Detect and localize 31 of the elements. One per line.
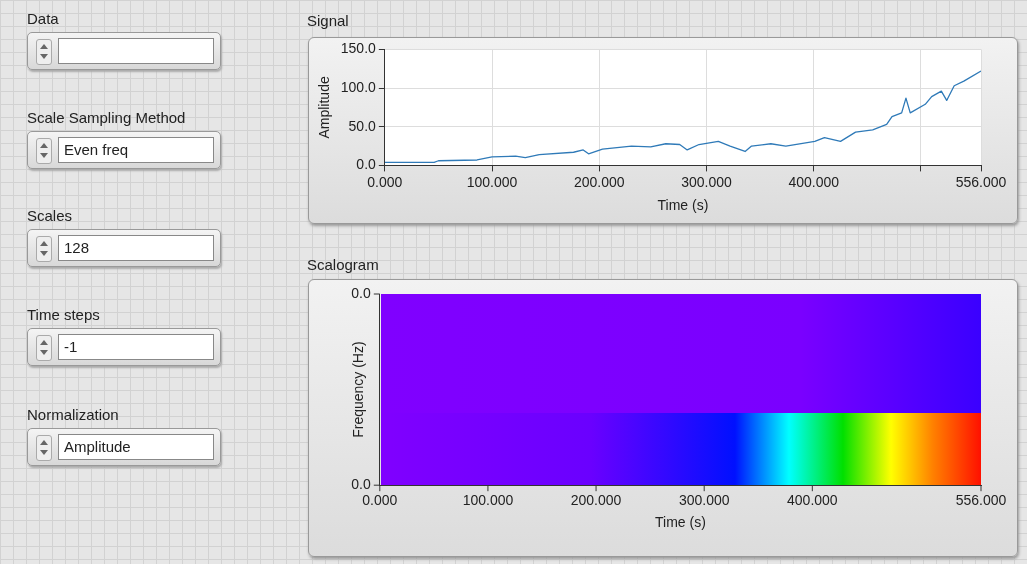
category-label: Normalization: [27, 406, 119, 423]
text: 300.000: [678, 492, 730, 509]
category-label: Scales: [27, 207, 73, 224]
y-axis-title: Amplitude: [316, 76, 333, 139]
x-tick-label: 556.000: [955, 173, 1007, 190]
text: Even freq: [64, 141, 129, 158]
x-tick-label: 200.000: [573, 173, 625, 190]
category-label: Data: [27, 10, 59, 27]
category-label: Scale Sampling Method: [27, 109, 186, 126]
text: Amplitude: [64, 438, 131, 455]
text: 0.000: [362, 492, 398, 509]
y-tick-label: 150.0: [340, 40, 377, 57]
text: 556.000: [955, 492, 1007, 509]
chart-title: Signal: [307, 12, 349, 29]
text: Frequency (Hz): [350, 341, 367, 438]
x-tick-label: 0.000: [367, 173, 403, 190]
text: 100.000: [462, 492, 514, 509]
y-tick-label: 0.0: [356, 156, 377, 173]
text: -1: [64, 338, 78, 355]
y-tick-label: 100.0: [340, 78, 377, 95]
text: Time (s): [654, 514, 706, 531]
text: 200.000: [570, 492, 622, 509]
text: 400.000: [787, 492, 838, 509]
text: 128: [64, 239, 90, 256]
x-tick-label: 400.000: [788, 173, 840, 190]
x-axis-title: Time (s): [657, 197, 709, 214]
x-tick-label: 100.000: [466, 173, 518, 190]
y-tick-label: 50.0: [348, 117, 377, 134]
text: Scalogram: [307, 256, 379, 273]
x-tick-label: 300.000: [681, 173, 733, 190]
category-label: Time steps: [27, 306, 100, 323]
